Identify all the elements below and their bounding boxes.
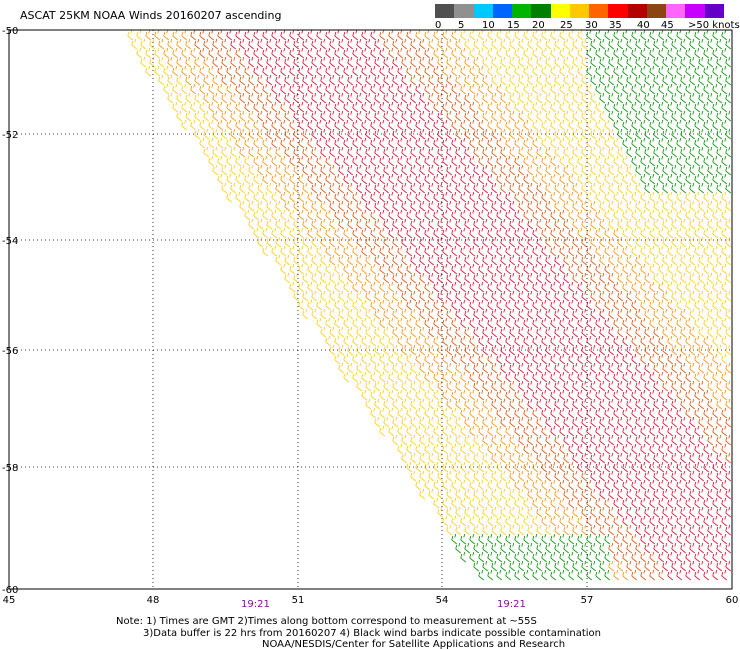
scale-label: 25 xyxy=(560,20,573,31)
pass-time-label: 19:21 xyxy=(241,599,270,610)
wind-barb-group xyxy=(451,29,732,581)
note-line-2: 3)Data buffer is 22 hrs from 20160207 4)… xyxy=(143,628,601,639)
scale-label: 30 xyxy=(585,20,598,31)
latitude-label: -56 xyxy=(2,346,18,357)
scale-swatch xyxy=(704,4,724,18)
latitude-label: -60 xyxy=(2,585,18,596)
scale-label: >50 knots xyxy=(688,20,740,31)
map-title: ASCAT 25KM NOAA Winds 20160207 ascending xyxy=(20,9,282,22)
scale-swatch xyxy=(569,4,590,18)
scale-swatch xyxy=(646,4,667,18)
longitude-label: 57 xyxy=(581,595,594,606)
scale-swatch xyxy=(492,4,513,18)
longitude-labels: 45 48 51 54 57 60 xyxy=(3,595,739,606)
latitude-labels: -50 -52 -54 -56 -58 -60 xyxy=(2,26,18,596)
scale-swatch xyxy=(531,4,551,18)
scale-swatch xyxy=(627,4,647,18)
scale-label: 15 xyxy=(507,20,520,31)
scale-swatch xyxy=(589,4,609,18)
longitude-label: 45 xyxy=(3,595,16,606)
plot-frame xyxy=(8,29,733,590)
longitude-label: 51 xyxy=(292,595,305,606)
wind-barb-group xyxy=(127,29,732,536)
wind-barb-group xyxy=(145,29,732,581)
scale-swatch xyxy=(685,4,705,18)
pass-time-label: 19:21 xyxy=(497,599,526,610)
note-line-1: Note: 1) Times are GMT 2)Times along bot… xyxy=(116,616,537,627)
scale-label: 35 xyxy=(609,20,622,31)
wind-speed-color-scale xyxy=(435,4,724,18)
longitude-label: 54 xyxy=(436,595,449,606)
scale-label: 40 xyxy=(637,20,650,31)
wind-barbs xyxy=(127,29,732,581)
scale-swatch xyxy=(666,4,686,18)
latitude-label: -54 xyxy=(2,236,18,247)
scale-swatch xyxy=(512,4,532,18)
map-grid xyxy=(9,30,732,589)
scale-label: 0 xyxy=(435,20,442,31)
note-line-3: NOAA/NESDIS/Center for Satellite Applica… xyxy=(262,639,566,650)
latitude-label: -50 xyxy=(2,26,18,37)
scale-swatch xyxy=(473,4,493,18)
latitude-label: -52 xyxy=(2,130,18,141)
scale-swatch xyxy=(435,4,455,18)
longitude-label: 48 xyxy=(147,595,160,606)
scale-label: 5 xyxy=(458,20,465,31)
wind-barb-group xyxy=(226,29,732,581)
scale-swatch xyxy=(454,4,474,18)
scale-swatch xyxy=(550,4,570,18)
wind-barb-group xyxy=(190,29,732,581)
scale-swatch xyxy=(608,4,628,18)
scale-label: 20 xyxy=(532,20,545,31)
scale-label: 10 xyxy=(482,20,495,31)
longitude-label: 60 xyxy=(726,595,739,606)
latitude-label: -58 xyxy=(2,463,18,474)
scale-label: 45 xyxy=(661,20,674,31)
